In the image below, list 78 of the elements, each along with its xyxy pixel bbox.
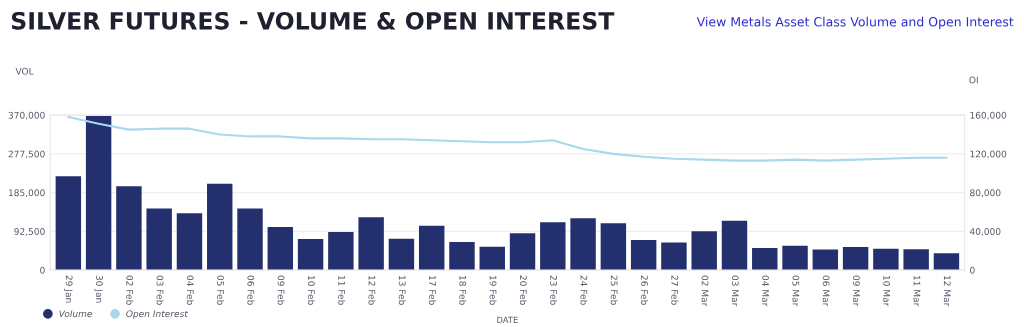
y2-tick-label: 0 xyxy=(970,266,975,274)
x-axis-title: DATE xyxy=(497,316,518,323)
x-tick-label: 05 Feb xyxy=(217,275,225,305)
x-tick-label: 19 Feb xyxy=(489,275,497,305)
bar xyxy=(479,246,505,271)
x-tick-label: 17 Feb xyxy=(429,275,437,305)
x-tick-label: 03 Feb xyxy=(156,275,164,305)
bar xyxy=(600,223,627,271)
x-tick-label: 29 Jan xyxy=(64,275,73,303)
x-tick-label: 02 Mar xyxy=(701,275,709,307)
x-tick-label: 24 Feb xyxy=(580,275,588,305)
bar xyxy=(630,239,657,271)
bar xyxy=(570,218,596,271)
bar xyxy=(842,247,869,271)
legend-label: Volume xyxy=(59,310,93,318)
y2-tick-label: 120,000 xyxy=(970,150,1007,159)
bar xyxy=(509,233,536,271)
x-tick-label: 10 Feb xyxy=(307,275,315,305)
x-tick-label: 09 Mar xyxy=(852,275,860,307)
bar xyxy=(297,239,324,271)
bar xyxy=(267,226,294,271)
y-axis-title: VOL xyxy=(15,67,34,75)
bar xyxy=(55,176,82,271)
bar xyxy=(358,217,384,271)
x-tick-label: 11 Mar xyxy=(913,275,921,307)
bar xyxy=(782,245,808,271)
chart-title: SILVER FUTURES - VOLUME & OPEN INTEREST xyxy=(11,11,615,30)
x-tick-label: 27 Feb xyxy=(671,275,679,305)
bar xyxy=(661,242,687,271)
x-tick-label: 12 Feb xyxy=(368,275,376,305)
x-tick-label: 06 Feb xyxy=(247,275,255,305)
text: View Metals Asset Class Volume and Open Interest xyxy=(696,16,1014,29)
y-tick-label: 277,500 xyxy=(8,150,45,159)
y-tick-label: 185,000 xyxy=(8,189,45,198)
y2-tick-label: 160,000 xyxy=(970,111,1007,120)
x-tick-label: 06 Mar xyxy=(822,275,830,307)
x-tick-label: 23 Feb xyxy=(550,275,558,305)
y2-tick-label: 80,000 xyxy=(970,189,1001,198)
x-tick-label: 13 Feb xyxy=(398,275,406,305)
bar xyxy=(328,231,354,271)
bar xyxy=(691,231,717,271)
y2-tick-label: 40,000 xyxy=(969,228,1001,236)
x-tick-label: 12 Mar xyxy=(943,275,951,307)
x-tick-label: 02 Feb xyxy=(126,275,134,305)
bar xyxy=(116,186,142,271)
bar xyxy=(933,253,960,271)
bar xyxy=(418,225,445,271)
bar xyxy=(812,249,839,271)
x-tick-label: 04 Feb xyxy=(186,275,194,305)
x-tick-label: 09 Feb xyxy=(277,275,285,305)
x-tick-label: 03 Mar xyxy=(731,275,739,307)
bar xyxy=(85,115,112,271)
x-tick-label: 20 Feb xyxy=(519,275,527,305)
x-tick-label: 04 Mar xyxy=(762,275,769,307)
x-tick-label: 18 Feb xyxy=(459,275,467,305)
y-tick-label: 0 xyxy=(40,266,45,274)
line-series xyxy=(67,116,948,162)
bar xyxy=(207,183,233,271)
bar xyxy=(449,242,475,271)
bar xyxy=(176,213,203,271)
bar xyxy=(146,208,172,271)
bar xyxy=(752,247,778,271)
x-tick-label: 30 Jan xyxy=(94,275,103,303)
x-tick-label: 11 Feb xyxy=(338,275,346,305)
x-tick-label: 26 Feb xyxy=(641,275,649,305)
bar xyxy=(903,249,929,271)
bar xyxy=(721,220,748,271)
x-tick-label: 10 Mar xyxy=(883,275,891,307)
legend-label: Open Interest xyxy=(126,310,189,319)
y2-axis-title: OI xyxy=(969,76,978,84)
bar xyxy=(540,222,566,271)
bar xyxy=(237,208,263,271)
x-tick-label: 25 Feb xyxy=(610,275,618,305)
bar xyxy=(873,248,899,271)
bar xyxy=(388,238,415,271)
y-tick-label: 370,000 xyxy=(8,111,45,120)
y-tick-label: 92,500 xyxy=(14,228,45,236)
x-tick-label: 05 Mar xyxy=(792,275,800,307)
